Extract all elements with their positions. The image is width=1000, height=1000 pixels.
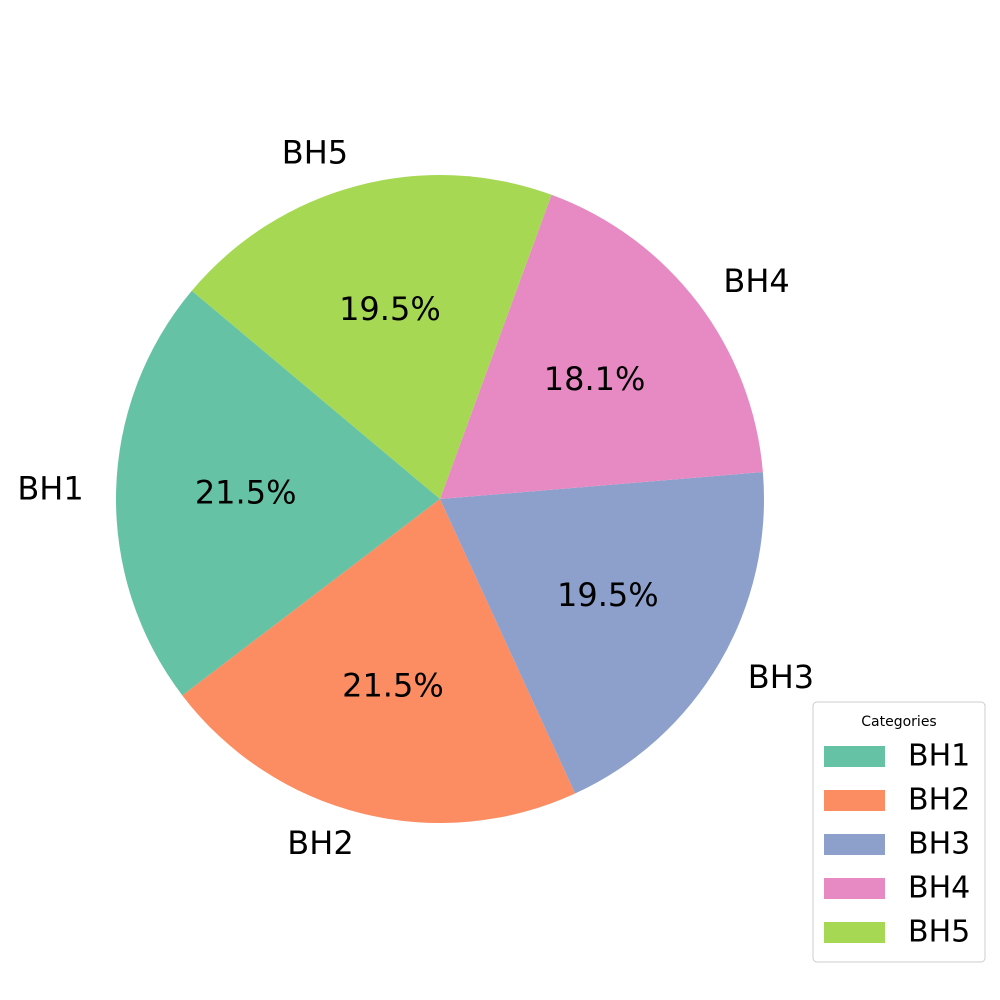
pie-slice-bh4 xyxy=(440,194,763,499)
legend-title: Categories xyxy=(861,714,936,730)
legend-swatch-bh5 xyxy=(824,922,885,943)
legend-swatch-bh4 xyxy=(824,878,885,899)
percent-label-bh4: 18.1% xyxy=(544,360,646,398)
legend-label-bh4: BH4 xyxy=(908,871,970,906)
legend-label-bh3: BH3 xyxy=(908,827,970,862)
pie-slices xyxy=(115,175,764,823)
slice-label-bh2: BH2 xyxy=(287,824,353,862)
slice-label-bh1: BH1 xyxy=(17,470,83,508)
legend-swatch-bh1 xyxy=(824,746,885,767)
slice-label-bh4: BH4 xyxy=(723,262,789,300)
percent-label-bh1: 21.5% xyxy=(195,473,297,511)
pie-slice-bh1 xyxy=(115,290,440,696)
percent-label-bh5: 19.5% xyxy=(339,290,441,328)
legend-label-bh5: BH5 xyxy=(908,915,970,950)
percent-label-bh3: 19.5% xyxy=(557,576,659,614)
percent-label-bh2: 21.5% xyxy=(342,667,444,705)
slice-label-bh3: BH3 xyxy=(748,658,814,696)
legend-entries: BH1 BH2 BH3 BH4 BH5 xyxy=(824,739,970,950)
pie-slice-bh5 xyxy=(191,175,552,499)
legend-swatch-bh2 xyxy=(824,790,885,811)
legend-label-bh1: BH1 xyxy=(908,739,970,774)
slice-label-bh5: BH5 xyxy=(282,134,348,172)
legend-label-bh2: BH2 xyxy=(908,783,970,818)
pie-slice-bh2 xyxy=(182,499,576,823)
pie-slice-bh3 xyxy=(440,472,764,794)
legend-swatch-bh3 xyxy=(824,834,885,855)
pie-labels: BH1 21.5% BH2 21.5% BH3 19.5% BH4 18.1% BH5 19.5% xyxy=(17,134,814,862)
legend: Categories BH1 BH2 BH3 BH4 BH5 xyxy=(812,701,986,963)
